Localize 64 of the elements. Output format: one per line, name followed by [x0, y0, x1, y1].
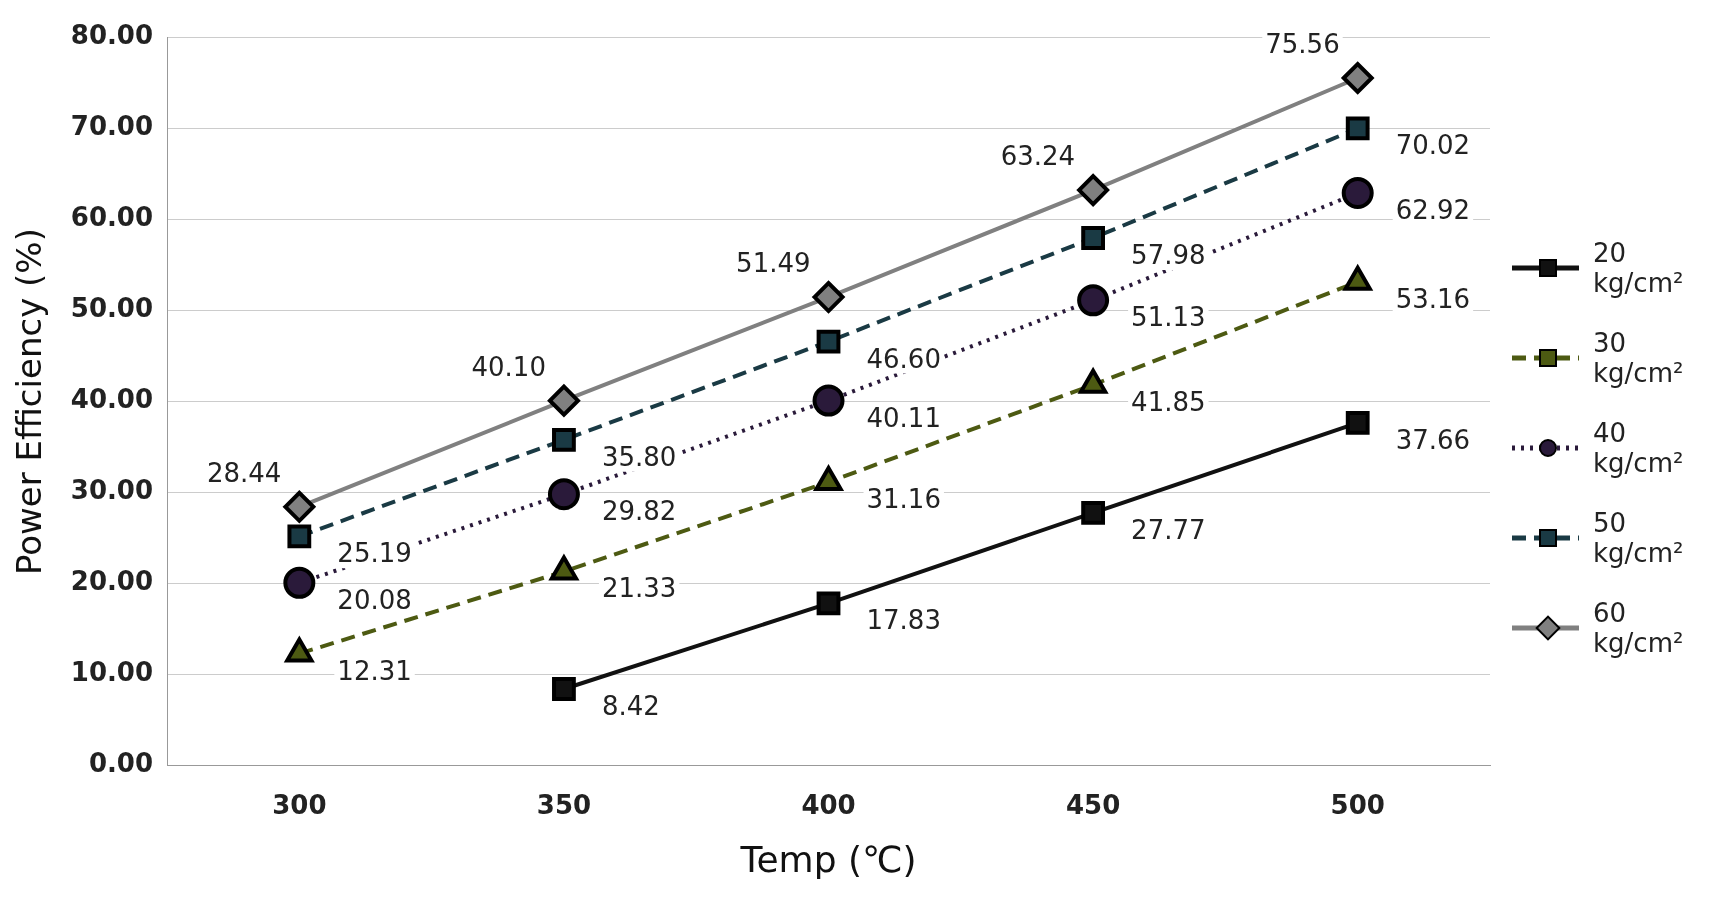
data-label: 51.49 — [736, 248, 811, 279]
data-label: 62.92 — [1395, 195, 1471, 226]
y-tick-label: 80.00 — [70, 20, 154, 51]
data-label: 70.02 — [1395, 130, 1471, 161]
data-label: 57.98 — [1131, 239, 1206, 270]
y-tick-label: 30.00 — [70, 475, 154, 506]
point — [283, 566, 316, 599]
y-tick-label: 20.00 — [70, 566, 154, 597]
point — [1345, 116, 1370, 141]
x-tick-label: 500 — [1330, 789, 1385, 820]
x-tick-label: 350 — [536, 789, 592, 820]
y-tick-label: 60.00 — [70, 202, 154, 233]
data-label: 40.10 — [471, 351, 546, 382]
point — [1077, 284, 1110, 317]
point — [816, 329, 841, 354]
data-label: 28.44 — [206, 457, 282, 488]
data-label: 35.80 — [601, 441, 677, 472]
legend-label: 20 kg/cm² — [1593, 238, 1685, 298]
data-label: 8.42 — [601, 690, 660, 721]
y-tick-label: 0.00 — [88, 748, 154, 779]
point — [283, 490, 316, 523]
y-tick-label: 70.00 — [70, 111, 154, 142]
data-label: 46.60 — [866, 343, 941, 374]
point — [1081, 226, 1106, 250]
data-label: 12.31 — [337, 655, 412, 686]
data-label: 40.11 — [866, 402, 941, 433]
legend-label: 50 kg/cm² — [1593, 508, 1685, 568]
data-label: 29.82 — [601, 496, 677, 527]
point — [1081, 500, 1106, 525]
data-label: 27.77 — [1131, 514, 1206, 545]
legend-label: 40 kg/cm² — [1593, 418, 1685, 478]
point — [1345, 411, 1370, 435]
point — [1077, 174, 1110, 207]
point — [547, 478, 580, 511]
legend-label: 60 kg/cm² — [1593, 598, 1685, 658]
point — [812, 281, 845, 314]
data-label: 51.13 — [1131, 302, 1206, 333]
point — [1341, 62, 1374, 94]
data-label: 21.33 — [601, 573, 677, 604]
x-tick-label: 450 — [1065, 789, 1121, 820]
point — [816, 591, 841, 616]
data-label: 31.16 — [866, 484, 941, 515]
point — [552, 427, 576, 452]
data-label: 17.83 — [866, 605, 941, 636]
x-tick-label: 300 — [272, 789, 327, 820]
data-label: 53.16 — [1395, 283, 1471, 314]
point — [547, 384, 580, 417]
y-tick-label: 40.00 — [70, 384, 154, 415]
x-axis-title: Temp (℃) — [739, 838, 917, 880]
data-label: 37.66 — [1395, 424, 1471, 455]
y-axis-title: Power Efficiency (%) — [9, 228, 50, 576]
point — [287, 524, 312, 549]
point — [812, 384, 845, 417]
y-tick-label: 10.00 — [70, 657, 154, 688]
y-tick-label: 50.00 — [70, 293, 154, 324]
point — [552, 677, 576, 701]
data-label: 41.85 — [1131, 386, 1206, 417]
data-label: 25.19 — [337, 538, 412, 569]
data-label: 63.24 — [1000, 141, 1076, 172]
point — [1341, 177, 1374, 210]
data-label: 20.08 — [337, 584, 412, 615]
x-tick-label: 400 — [801, 789, 856, 820]
data-label: 75.56 — [1265, 29, 1340, 59]
legend-label: 30 kg/cm² — [1593, 328, 1685, 388]
